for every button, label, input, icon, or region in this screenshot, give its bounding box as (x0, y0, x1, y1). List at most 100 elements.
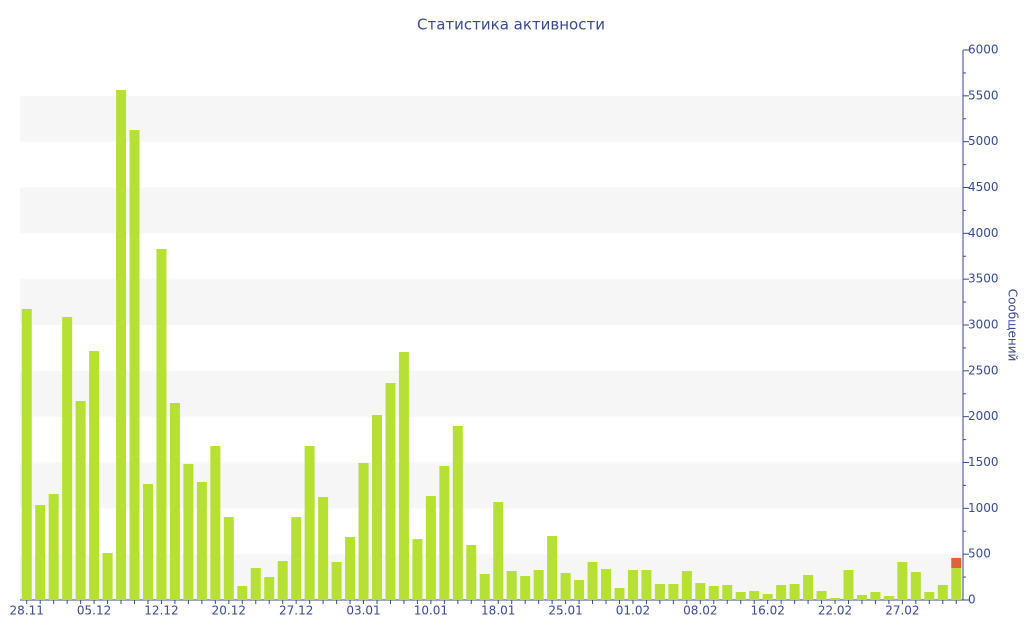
bar (156, 249, 167, 600)
x-tick-label: 20.12 (212, 604, 246, 618)
y-tick-label: 5000 (968, 134, 999, 148)
bar (937, 584, 948, 600)
bar (520, 575, 531, 600)
x-tick-label: 10.01 (414, 604, 448, 618)
bar (250, 568, 261, 600)
y-tick-label: 3500 (968, 272, 999, 286)
bar (560, 572, 571, 600)
x-tick-label: 27.12 (279, 604, 313, 618)
bar (304, 446, 315, 600)
bar (533, 570, 544, 600)
y-tick-label: 2500 (968, 363, 999, 377)
bar (668, 583, 679, 600)
bar (735, 592, 746, 600)
bar (425, 495, 436, 600)
bar (627, 570, 638, 600)
bar (48, 494, 59, 600)
bar (89, 351, 100, 600)
bar (951, 568, 962, 600)
bar (547, 536, 558, 600)
bar (75, 400, 86, 600)
x-tick-label: 08.02 (683, 604, 717, 618)
bar (816, 591, 827, 600)
bar (951, 557, 962, 569)
bar (601, 569, 612, 600)
bar (587, 561, 598, 600)
bar (358, 462, 369, 600)
y-tick-label: 1000 (968, 501, 999, 515)
bar (277, 561, 288, 600)
x-tick-label: 22.02 (818, 604, 852, 618)
bar (924, 592, 935, 600)
bar (776, 584, 787, 600)
bar (654, 583, 665, 600)
bar (830, 597, 841, 600)
bar (196, 482, 207, 600)
bar (183, 463, 194, 600)
bar (493, 502, 504, 600)
bar (843, 570, 854, 600)
y-tick-label: 4500 (968, 180, 999, 194)
bar (897, 561, 908, 600)
bar (223, 517, 234, 600)
bar (398, 352, 409, 600)
bar (264, 576, 275, 600)
y-tick-label: 2000 (968, 409, 999, 423)
y-tick-label: 3000 (968, 318, 999, 332)
x-tick-label: 12.12 (144, 604, 178, 618)
bar (695, 583, 706, 600)
bar (681, 571, 692, 600)
bar (35, 505, 46, 600)
y-tick-label: 6000 (968, 43, 999, 57)
bar (870, 592, 881, 600)
bar (62, 317, 73, 600)
bar (439, 465, 450, 600)
bar (722, 584, 733, 600)
x-tick-label: 18.01 (481, 604, 515, 618)
bar (385, 383, 396, 600)
x-tick-label: 16.02 (750, 604, 784, 618)
x-tick-label: 28.11 (10, 604, 44, 618)
bar (789, 583, 800, 600)
bar (345, 537, 356, 600)
grid-band (20, 95, 963, 142)
grid-band (20, 279, 963, 325)
bar (479, 573, 490, 600)
y-tick-label: 5500 (968, 88, 999, 102)
bar (169, 403, 180, 600)
bar (331, 561, 342, 600)
x-tick-label: 01.02 (616, 604, 650, 618)
bar (883, 595, 894, 600)
x-tick-label: 03.01 (346, 604, 380, 618)
bar (641, 570, 652, 600)
bar (21, 308, 32, 600)
bar (614, 587, 625, 600)
y-axis-label: Сообщений (1006, 289, 1020, 362)
bar (856, 594, 867, 600)
x-tick-label: 27.02 (885, 604, 919, 618)
bar (452, 426, 463, 600)
y-tick-label: 4000 (968, 226, 999, 240)
bar (371, 415, 382, 600)
bar (749, 591, 760, 600)
bar (412, 539, 423, 600)
bar (116, 89, 127, 600)
bar (708, 585, 719, 600)
bar (910, 572, 921, 600)
x-tick-label: 05.12 (77, 604, 111, 618)
chart-title: Статистика активности (417, 16, 605, 34)
bar (237, 585, 248, 600)
bar (210, 446, 221, 600)
grid-band (20, 187, 963, 234)
bar (102, 552, 113, 600)
bar (142, 484, 153, 600)
y-tick-label: 0 (968, 593, 976, 607)
bar (129, 130, 140, 600)
bar (318, 496, 329, 600)
bar (466, 545, 477, 600)
bar (291, 517, 302, 600)
bar (762, 594, 773, 600)
bar (803, 574, 814, 600)
